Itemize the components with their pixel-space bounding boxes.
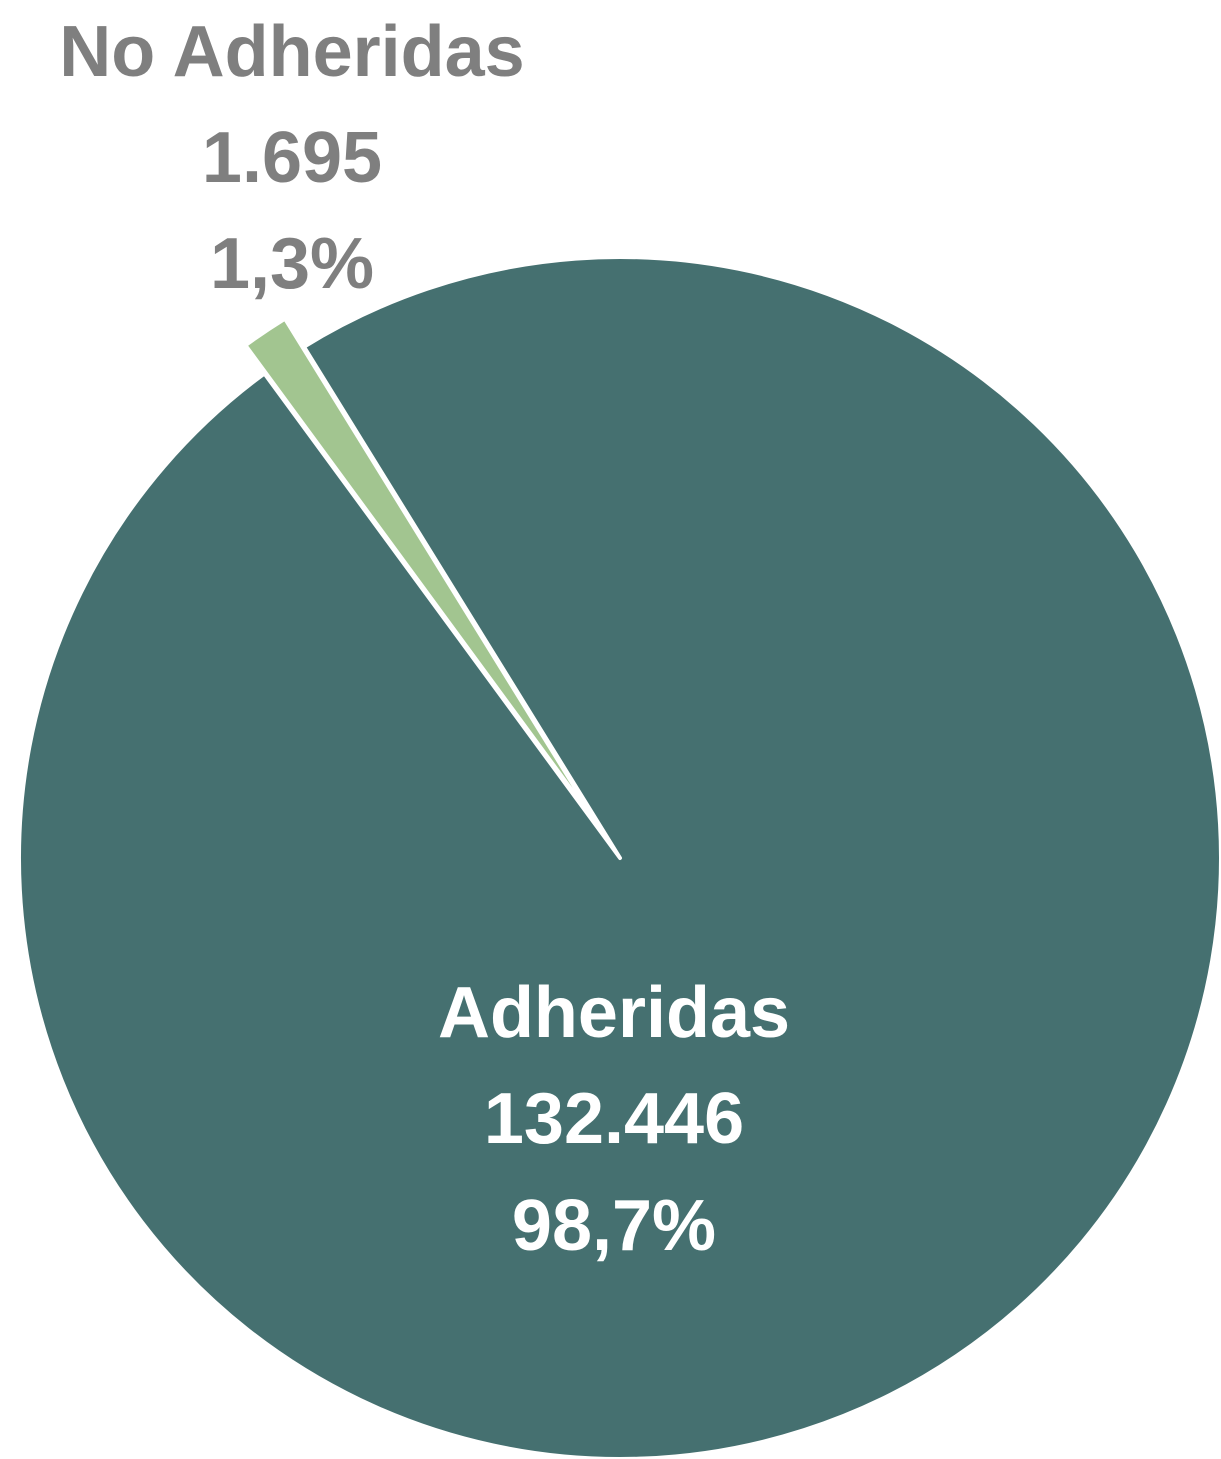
slice-label-value: 1.695	[202, 118, 382, 198]
slice-label-percent: 98,7%	[512, 1186, 716, 1266]
pie-slices	[19, 257, 1221, 1459]
slice-label-name: No Adheridas	[59, 12, 524, 92]
pie-slice-adheridas	[19, 257, 1221, 1459]
slice-label-no-adheridas: No Adheridas 1.695 1,3%	[59, 12, 524, 304]
slice-label-value: 132.446	[484, 1079, 744, 1159]
slice-label-percent: 1,3%	[210, 224, 374, 304]
slice-label-name: Adheridas	[438, 973, 790, 1053]
